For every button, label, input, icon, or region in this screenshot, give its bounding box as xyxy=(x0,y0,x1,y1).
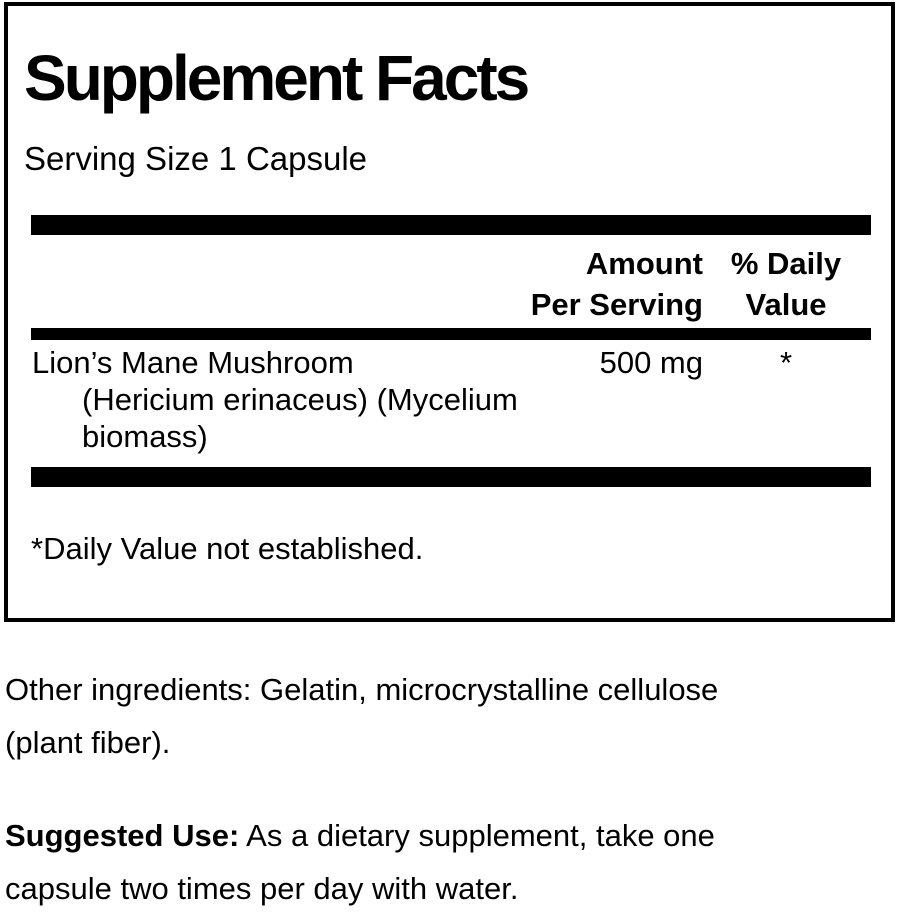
suggested-use-label: Suggested Use: xyxy=(5,818,240,853)
supplement-facts-panel: Supplement Facts Serving Size 1 Capsule … xyxy=(4,2,895,622)
ingredient-amount: 500 mg xyxy=(599,345,703,380)
panel-title: Supplement Facts xyxy=(24,42,530,114)
suggested-use-line2: capsule two times per day with water. xyxy=(5,871,519,906)
ingredient-name: Lion’s Mane Mushroom (Hericium erinaceus… xyxy=(32,344,518,455)
daily-value-header-line2: Value xyxy=(745,287,827,322)
ingredient-daily-value: * xyxy=(779,345,793,380)
divider-thick-top xyxy=(31,215,871,235)
ingredient-name-line1: Lion’s Mane Mushroom xyxy=(32,345,354,380)
ingredient-name-line2: (Hericium erinaceus) (Mycelium xyxy=(82,382,518,417)
daily-value-header-line1: % Daily xyxy=(730,246,842,281)
divider-medium-header xyxy=(31,328,871,340)
ingredient-name-line3: biomass) xyxy=(82,419,208,454)
suggested-use-text-line1: As a dietary supplement, take one xyxy=(239,818,715,853)
other-ingredients-line2: (plant fiber). xyxy=(5,725,171,760)
amount-header-line1: Amount xyxy=(585,246,703,281)
amount-header-line2: Per Serving xyxy=(530,287,703,322)
other-ingredients-line1: Other ingredients: Gelatin, microcrystal… xyxy=(5,672,719,707)
suggested-use-line1: Suggested Use: As a dietary supplement, … xyxy=(5,818,715,854)
divider-thick-bottom xyxy=(31,467,871,487)
daily-value-header: % Daily Value xyxy=(706,243,866,325)
serving-size-text: Serving Size 1 Capsule xyxy=(24,140,368,177)
daily-value-footnote: *Daily Value not established. xyxy=(31,531,424,566)
amount-per-serving-header: Amount Per Serving xyxy=(531,243,703,325)
